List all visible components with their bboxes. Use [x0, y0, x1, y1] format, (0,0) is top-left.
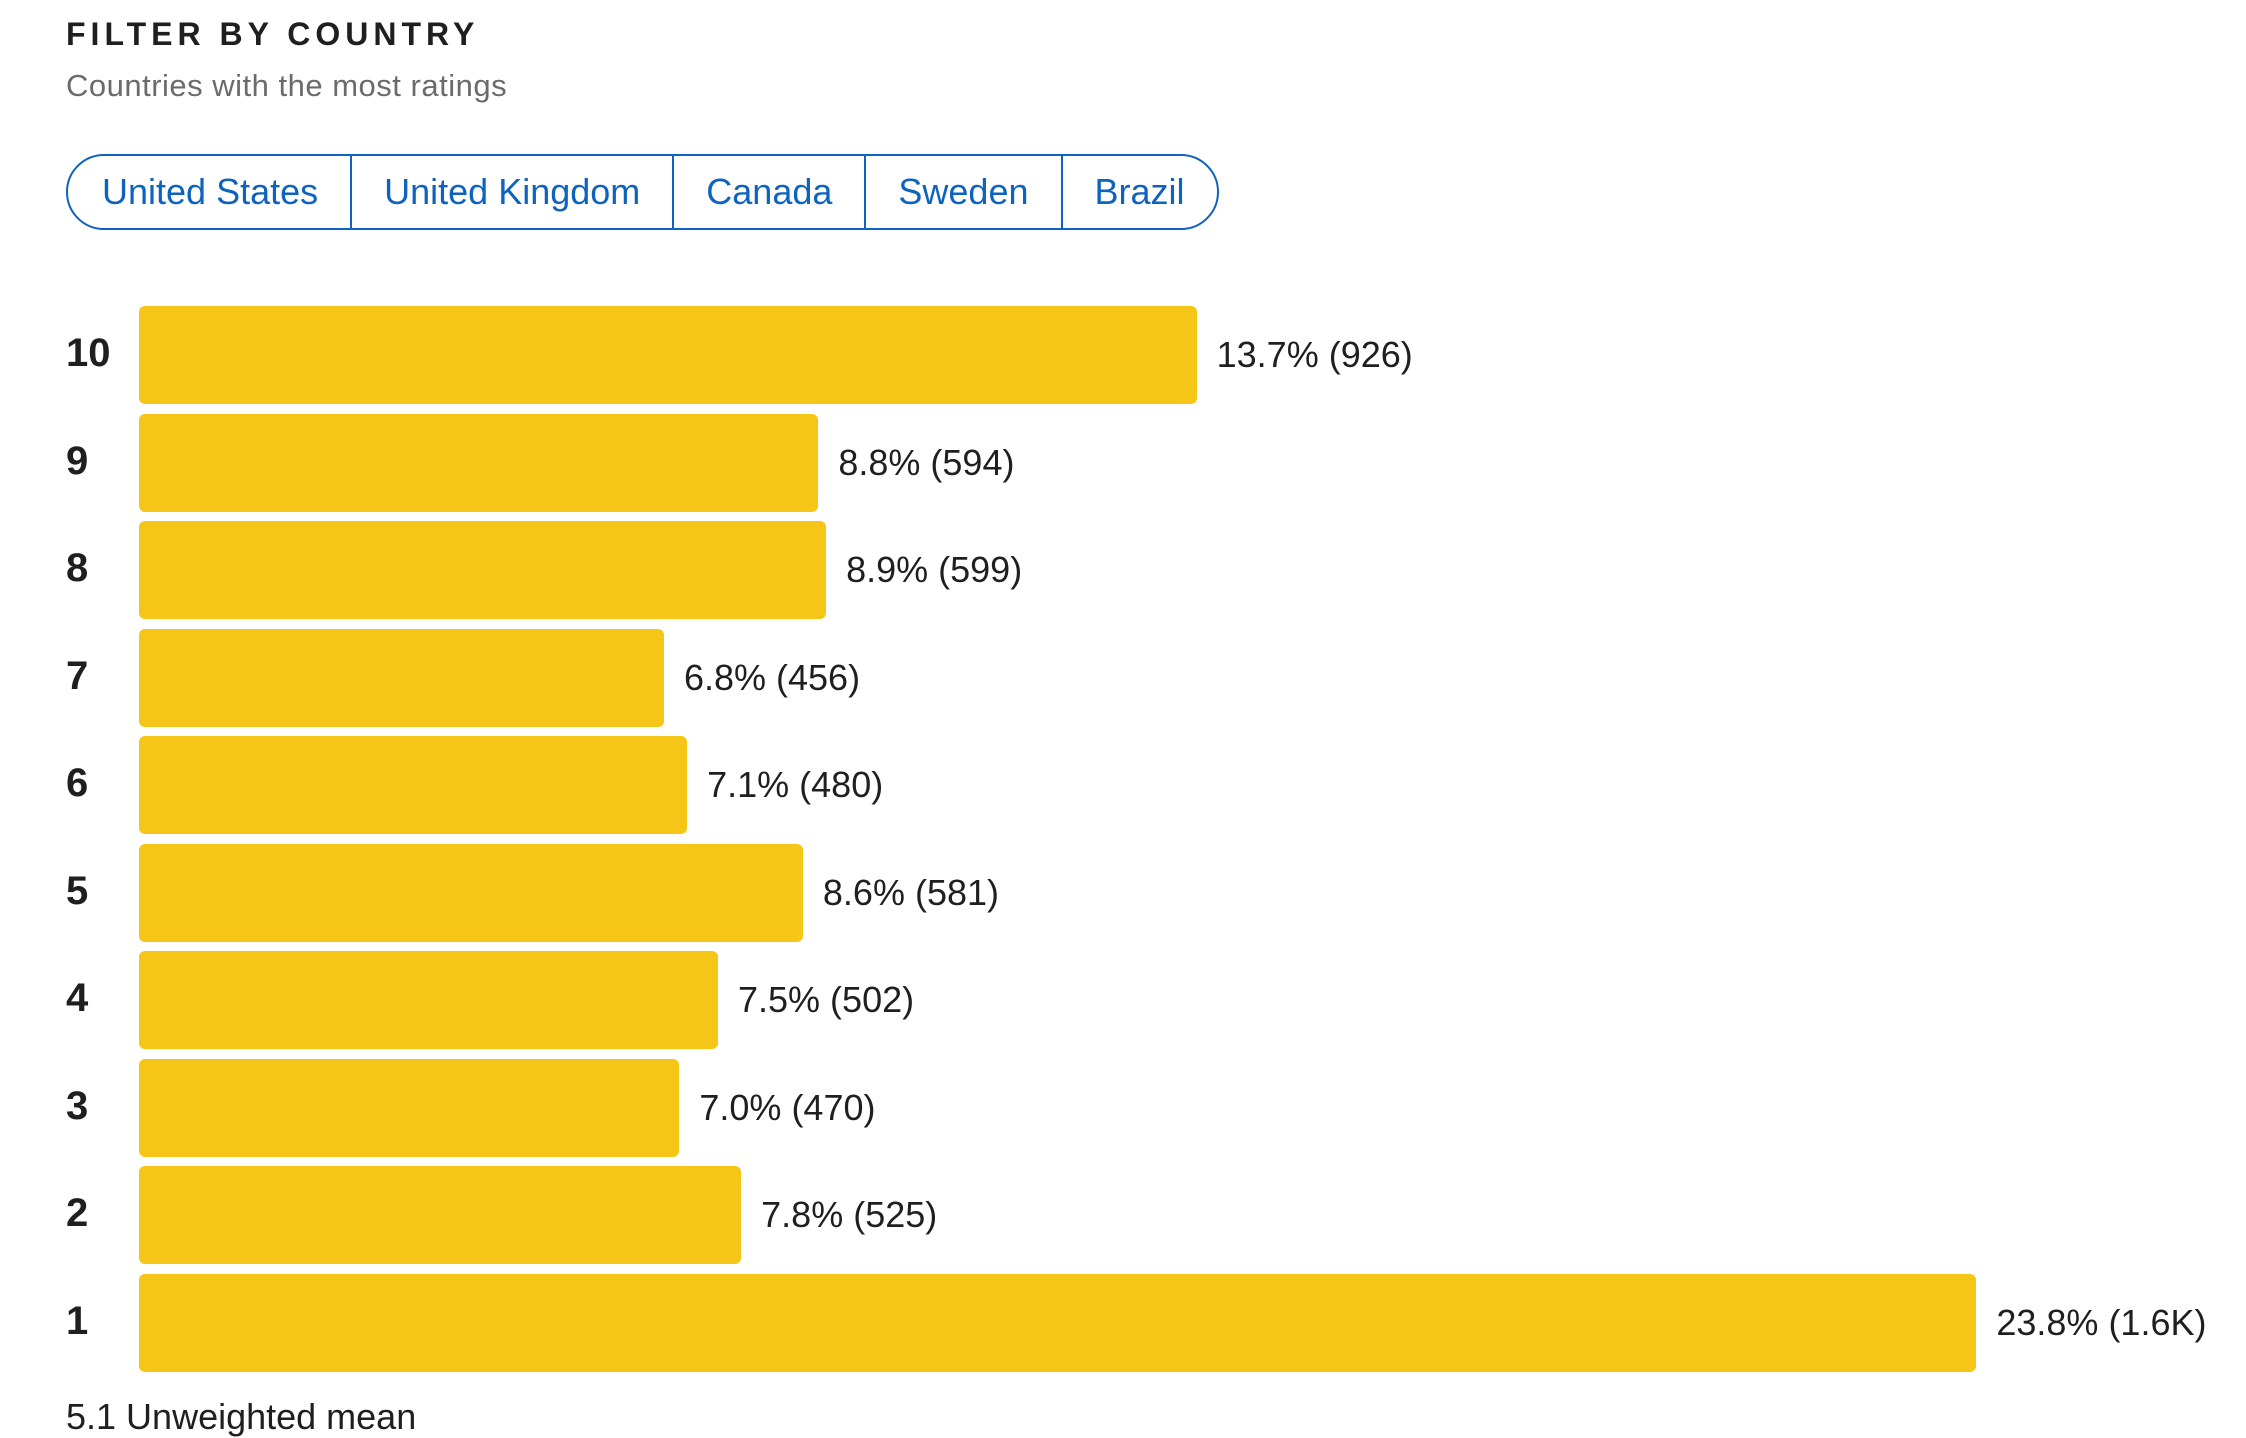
- rating-value-1: 23.8% (1.6K): [1996, 1301, 2207, 1343]
- rating-value-7: 6.8% (456): [683, 656, 861, 698]
- rating-bar-2: [139, 1166, 742, 1264]
- rating-value-3: 7.0% (470): [699, 1086, 876, 1128]
- rating-label-6: 6: [66, 761, 89, 805]
- rating-value-8: 8.9% (599): [846, 549, 1023, 590]
- rating-bar-9: [139, 413, 819, 512]
- rating-label-4: 4: [66, 976, 89, 1020]
- rating-bar-7: [139, 628, 664, 727]
- rating-bar-8: [139, 521, 827, 619]
- country-chip-brazil[interactable]: Brazil: [1094, 171, 1185, 212]
- rating-bar-5: [139, 843, 803, 942]
- rating-label-3: 3: [66, 1083, 89, 1128]
- rating-value-4: 7.5% (502): [738, 979, 915, 1020]
- rating-label-5: 5: [66, 868, 89, 913]
- section-title: FILTER BY COUNTRY: [66, 16, 480, 52]
- rating-label-2: 2: [66, 1191, 89, 1235]
- rating-value-9: 8.8% (594): [838, 441, 1015, 483]
- country-chip-united-states[interactable]: United States: [68, 156, 353, 228]
- country-chip-united-kingdom[interactable]: United Kingdom: [352, 156, 675, 228]
- rating-bar-6: [139, 736, 688, 834]
- country-filter-group: United States United Kingdom Canada Swed…: [66, 154, 1219, 230]
- country-chip-sweden[interactable]: Sweden: [866, 156, 1063, 228]
- rating-value-10: 13.7% (926): [1216, 334, 1413, 375]
- rating-label-7: 7: [66, 653, 89, 698]
- unweighted-mean-text: 5.1 Unweighted mean: [66, 1396, 417, 1437]
- section-subtitle: Countries with the most ratings: [66, 68, 508, 103]
- rating-value-6: 7.1% (480): [707, 764, 884, 805]
- rating-value-2: 7.8% (525): [761, 1194, 938, 1235]
- rating-bar-4: [139, 951, 718, 1049]
- rating-value-5: 8.6% (581): [822, 871, 1000, 913]
- rating-bar-1: [139, 1273, 1977, 1372]
- rating-label-10: 10: [66, 331, 111, 375]
- rating-label-1: 1: [66, 1298, 89, 1343]
- rating-bar-3: [139, 1058, 680, 1157]
- country-chip-canada[interactable]: Canada: [674, 156, 867, 228]
- rating-label-9: 9: [66, 438, 89, 483]
- rating-bar-10: [139, 306, 1197, 404]
- rating-label-8: 8: [66, 546, 89, 590]
